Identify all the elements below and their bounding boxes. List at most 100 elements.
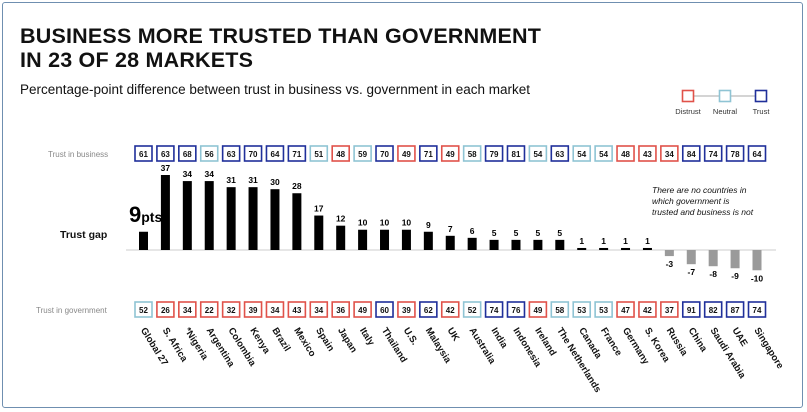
government-trust-value: 26 [161, 306, 170, 315]
business-trust-value: 64 [271, 150, 280, 159]
trust-gap-bar [401, 229, 411, 250]
business-trust-value: 51 [314, 150, 323, 159]
business-trust-box [506, 145, 526, 162]
legend-label-neutral: Neutral [713, 107, 738, 116]
business-trust-value: 58 [468, 150, 477, 159]
business-trust-box [725, 145, 745, 162]
government-trust-box [440, 301, 460, 318]
trust-gap-value-label: 37 [161, 163, 171, 173]
business-trust-box [309, 145, 329, 162]
government-trust-value: 32 [227, 306, 236, 315]
trust-gap-value-label: 9 [426, 220, 431, 230]
trust-gap-value-label: 7 [448, 224, 453, 234]
trust-gap-bar [182, 181, 192, 250]
legend-label-distrust: Distrust [675, 107, 701, 116]
category-label: Brazil [269, 326, 292, 354]
trust-gap-value-label: 10 [358, 218, 368, 228]
government-trust-value: 47 [621, 306, 630, 315]
business-trust-box [440, 145, 460, 162]
business-trust-box [134, 145, 153, 162]
business-trust-value: 56 [205, 150, 214, 159]
government-trust-box [616, 301, 635, 318]
trust-gap-value-label: 5 [557, 228, 562, 238]
government-trust-value: 36 [336, 306, 345, 315]
government-trust-box [660, 301, 679, 318]
government-trust-value: 87 [731, 306, 740, 315]
government-trust-box [703, 301, 723, 318]
trust-gap-bar [708, 250, 718, 267]
business-trust-box [419, 145, 438, 162]
category-label: Italy [357, 326, 377, 349]
category-label: Spain [313, 326, 336, 354]
government-trust-box [572, 301, 592, 318]
government-trust-box [309, 301, 329, 318]
trust-gap-bar [686, 250, 696, 265]
business-trust-value: 64 [753, 150, 762, 159]
government-trust-box [243, 301, 263, 318]
government-trust-value: 91 [687, 306, 696, 315]
government-trust-value: 39 [402, 306, 411, 315]
government-trust-value: 42 [446, 306, 455, 315]
government-trust-box [397, 301, 416, 318]
business-trust-value: 61 [139, 150, 148, 159]
business-trust-box [462, 145, 482, 162]
trust-gap-bar [139, 231, 148, 250]
business-trust-value: 48 [336, 150, 345, 159]
government-trust-box [287, 301, 307, 318]
business-trust-value: 54 [533, 150, 542, 159]
government-trust-box [353, 301, 372, 318]
legend-label-trust: Trust [753, 107, 771, 116]
trust-gap-bar [248, 187, 258, 250]
trust-gap-bar [511, 239, 521, 250]
government-trust-value: 42 [643, 306, 652, 315]
business-trust-box [156, 145, 175, 162]
government-trust-box [178, 301, 197, 318]
government-trust-box [681, 301, 701, 318]
trust-gap-bar [445, 235, 455, 250]
business-trust-value: 49 [446, 150, 455, 159]
business-trust-box [265, 145, 285, 162]
business-trust-value: 43 [643, 150, 652, 159]
annotation-line: There are no countries in [652, 185, 747, 195]
government-trust-box [638, 301, 657, 318]
trust-gap-bar [226, 187, 236, 250]
business-trust-box [178, 145, 197, 162]
business-trust-box [199, 145, 219, 162]
government-trust-value: 37 [665, 306, 674, 315]
government-trust-value: 34 [314, 306, 323, 315]
government-trust-box [134, 301, 153, 318]
trust-gap-bar [467, 237, 477, 250]
government-trust-box [221, 301, 241, 318]
government-trust-value: 60 [380, 306, 389, 315]
trust-gap-bar [533, 239, 543, 250]
business-trust-value: 70 [249, 150, 258, 159]
trust-gap-value-label: -8 [709, 269, 717, 279]
business-trust-box [243, 145, 263, 162]
chart-title: BUSINESS MORE TRUSTED THAN GOVERNMENT IN… [20, 24, 660, 72]
government-trust-value: 62 [424, 306, 433, 315]
government-trust-box [419, 301, 438, 318]
trust-gap-value-label: -9 [731, 271, 739, 281]
business-trust-box [528, 145, 548, 162]
government-trust-box [156, 301, 175, 318]
business-trust-box [484, 145, 504, 162]
annotation-line: trusted and business is not [652, 207, 754, 217]
row-label-business: Trust in business [48, 150, 108, 159]
government-trust-value: 39 [249, 306, 258, 315]
business-trust-box [747, 145, 767, 162]
business-trust-value: 71 [424, 150, 433, 159]
trust-gap-bar [314, 215, 324, 250]
government-trust-box [462, 301, 482, 318]
government-trust-value: 34 [183, 306, 192, 315]
row-label-trust-gap: Trust gap [60, 229, 107, 241]
business-trust-value: 49 [402, 150, 411, 159]
trust-gap-bar [423, 231, 433, 250]
business-trust-value: 63 [555, 150, 564, 159]
category-label: Singapore [751, 326, 785, 371]
row-labels: Trust in business Trust gap Trust in gov… [36, 150, 108, 315]
business-trust-value: 79 [490, 150, 499, 159]
slide-frame [2, 2, 803, 408]
business-trust-box [660, 145, 679, 162]
government-trust-value: 52 [139, 306, 148, 315]
